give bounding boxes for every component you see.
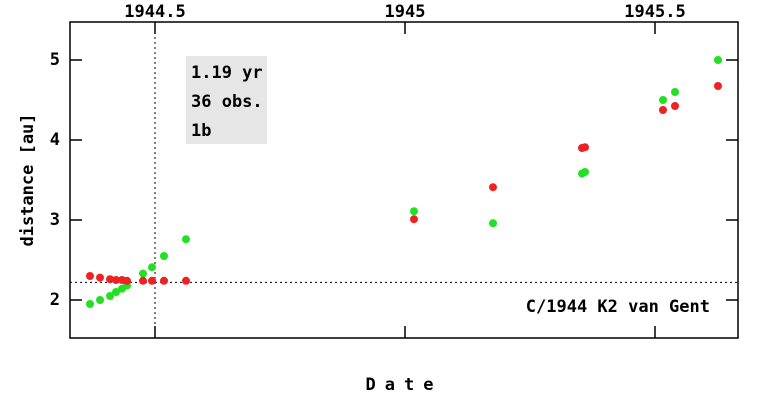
point (148, 263, 156, 272)
y-axis-label: distance [au] (18, 113, 38, 246)
info-code: 1b (191, 121, 211, 141)
point (112, 288, 120, 296)
x-tick-label: 1945 (385, 2, 426, 22)
point (581, 143, 589, 152)
y-tick-label: 4 (50, 130, 60, 150)
point (86, 300, 94, 308)
chart-title: C/1944 K2 van Gent (526, 297, 710, 317)
point (106, 275, 114, 284)
point (139, 269, 147, 278)
point (671, 102, 679, 110)
point (659, 106, 667, 114)
y-tick-label: 5 (50, 50, 60, 70)
point (96, 296, 104, 304)
point (410, 207, 418, 216)
point (410, 215, 418, 224)
point (671, 88, 679, 96)
info-box (186, 56, 267, 144)
y-tick-label: 3 (50, 210, 60, 230)
point (714, 82, 722, 90)
point (581, 168, 589, 176)
point (148, 276, 156, 285)
point (139, 276, 147, 285)
point (182, 276, 190, 285)
point (489, 219, 497, 228)
info-obs: 36 obs. (191, 92, 263, 112)
point (714, 56, 722, 64)
point (106, 292, 114, 300)
plot-frame (69, 21, 739, 339)
point (659, 96, 667, 104)
point (96, 273, 104, 282)
x-tick-label: 1945.5 (624, 2, 685, 22)
point (123, 276, 131, 285)
point (160, 252, 168, 260)
y-tick-label: 2 (50, 290, 60, 310)
point (86, 272, 94, 280)
info-period: 1.19 yr (191, 63, 263, 83)
point (160, 276, 168, 285)
point (489, 183, 497, 192)
x-tick-label: 1944.5 (124, 2, 185, 22)
point (112, 276, 120, 284)
point (182, 235, 190, 244)
x-axis-label: Date (366, 375, 443, 395)
